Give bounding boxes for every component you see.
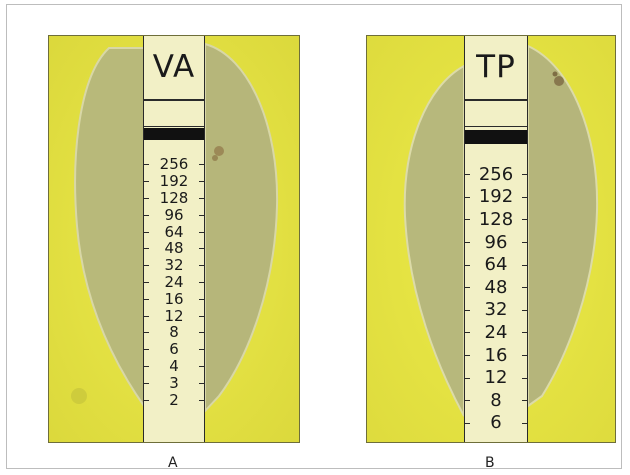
strip-label-va: VA: [144, 36, 204, 101]
scale-mark: 12: [144, 307, 204, 325]
panel-b-etest-plate: TP 256 192 128 96 64 48 32 24 16 12 8 6: [366, 35, 616, 443]
panel-caption-a: A: [168, 455, 178, 471]
strip-label-tp: TP: [465, 36, 527, 101]
scale-mark: 192: [465, 186, 527, 209]
scale-mark: 256: [465, 163, 527, 186]
scale-mark: 128: [144, 189, 204, 207]
scale-mark: 32: [465, 299, 527, 322]
scale-mark: 6: [144, 340, 204, 358]
etest-strip-b: TP 256 192 128 96 64 48 32 24 16 12 8 6: [464, 36, 528, 442]
scale-mark: 96: [465, 231, 527, 254]
scale-mark: 2: [144, 391, 204, 409]
figure-frame: VA 256 192 128 96 64 48 32 24 16 12 8 6 …: [6, 4, 622, 471]
scale-mark: 96: [144, 206, 204, 224]
scale-mark: 64: [465, 253, 527, 276]
scale-mark: 48: [465, 276, 527, 299]
mic-scale-b: 256 192 128 96 64 48 32 24 16 12 8 6: [465, 163, 527, 434]
scale-mark: 8: [465, 389, 527, 412]
scale-mark: 6: [465, 412, 527, 435]
panel-caption-b: B: [485, 455, 495, 471]
strip-window: [465, 99, 527, 127]
scale-mark: 48: [144, 239, 204, 257]
strip-window: [144, 99, 204, 127]
scale-mark: 192: [144, 172, 204, 190]
scale-mark: 32: [144, 256, 204, 274]
scale-mark: 16: [144, 290, 204, 308]
etest-strip-a: VA 256 192 128 96 64 48 32 24 16 12 8 6 …: [143, 36, 205, 442]
scale-mark: 24: [465, 321, 527, 344]
scale-mark: 128: [465, 208, 527, 231]
scale-mark: 16: [465, 344, 527, 367]
scale-mark: 4: [144, 357, 204, 375]
panel-a-etest-plate: VA 256 192 128 96 64 48 32 24 16 12 8 6 …: [48, 35, 300, 443]
scale-mark: 24: [144, 273, 204, 291]
strip-black-band: [465, 130, 527, 144]
strip-black-band: [144, 128, 204, 140]
scale-mark: 12: [465, 366, 527, 389]
scale-mark: 8: [144, 323, 204, 341]
scale-mark: 64: [144, 223, 204, 241]
scale-mark: 3: [144, 374, 204, 392]
scale-mark: 256: [144, 155, 204, 173]
mic-scale-a: 256 192 128 96 64 48 32 24 16 12 8 6 4 3…: [144, 155, 204, 409]
